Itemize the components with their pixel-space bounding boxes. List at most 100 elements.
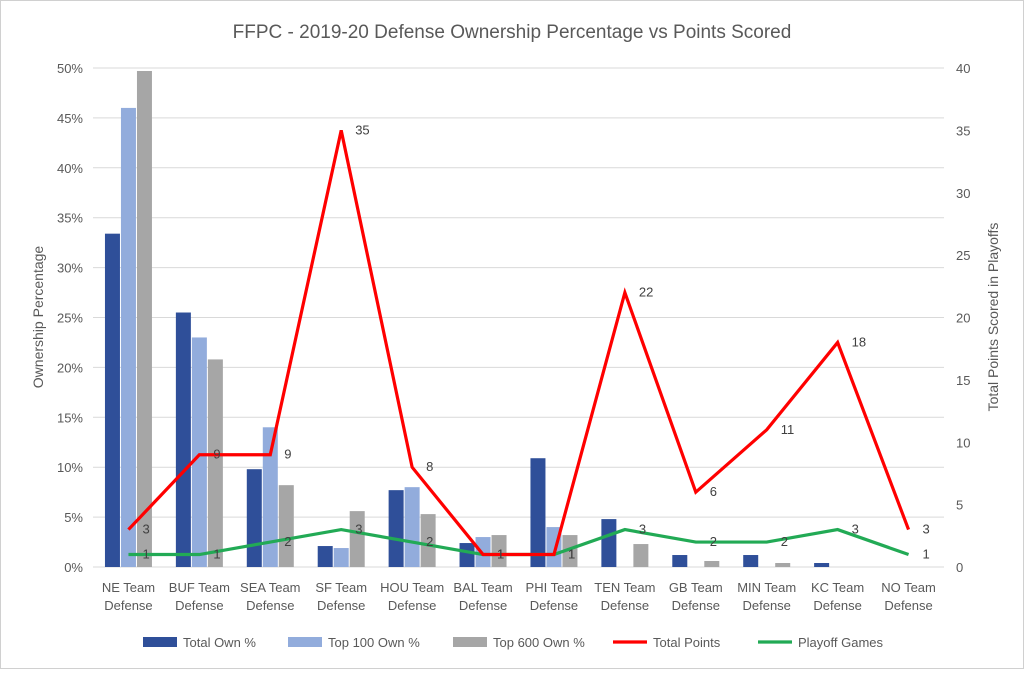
- bar: [775, 563, 791, 567]
- bar: [207, 359, 223, 567]
- x-tick-label: SEA Team: [240, 580, 300, 595]
- y-tick-label: 45%: [57, 111, 83, 126]
- data-label: 1: [142, 547, 149, 562]
- y2-tick-label: 25: [956, 248, 970, 263]
- data-label: 8: [426, 459, 433, 474]
- y-tick-label: 15%: [57, 410, 83, 425]
- bar: [459, 543, 475, 567]
- bar: [672, 555, 688, 567]
- bar: [562, 535, 578, 567]
- y2-tick-label: 20: [956, 311, 970, 326]
- y2-tick-label: 0: [956, 560, 963, 575]
- data-label: 1: [923, 547, 930, 562]
- bar: [136, 70, 152, 567]
- bar: [633, 544, 649, 567]
- x-tick-label: Defense: [884, 598, 932, 613]
- y2-tick-label: 40: [956, 61, 970, 76]
- x-tick-label: Defense: [104, 598, 152, 613]
- y-tick-label: 5%: [64, 510, 83, 525]
- data-label: 2: [710, 534, 717, 549]
- y2-tick-label: 30: [956, 186, 970, 201]
- bar: [420, 514, 436, 567]
- data-label: 35: [355, 122, 369, 137]
- y-tick-label: 50%: [57, 61, 83, 76]
- x-tick-label: Defense: [813, 598, 861, 613]
- bar: [333, 548, 349, 567]
- x-tick-label: Defense: [459, 598, 507, 613]
- x-tick-label: BUF Team: [169, 580, 230, 595]
- data-label: 1: [213, 547, 220, 562]
- data-label: 18: [852, 334, 866, 349]
- x-tick-label: BAL Team: [453, 580, 512, 595]
- x-tick-label: Defense: [672, 598, 720, 613]
- bar: [317, 546, 333, 567]
- y-tick-label: 20%: [57, 360, 83, 375]
- bar: [175, 312, 191, 567]
- bar: [246, 469, 262, 567]
- bar: [814, 563, 830, 567]
- legend: Total Own % Top 100 Own % Top 600 Own % Tot…: [143, 635, 884, 650]
- data-label: 2: [284, 534, 291, 549]
- data-label: 6: [710, 484, 717, 499]
- y2-tick-label: 10: [956, 435, 970, 450]
- data-label: 1: [497, 547, 504, 562]
- data-label: 2: [426, 534, 433, 549]
- bar: [404, 487, 420, 567]
- data-label: 1: [568, 547, 575, 562]
- data-label: 9: [213, 447, 220, 462]
- bar: [601, 519, 617, 567]
- data-label: 3: [142, 522, 149, 537]
- data-label: 1: [568, 547, 575, 562]
- legend-swatch: [288, 637, 322, 647]
- x-tick-label: Defense: [246, 598, 294, 613]
- bar: [120, 107, 136, 568]
- x-tick-label: Defense: [175, 598, 223, 613]
- y-axis-title: Ownership Percentage: [30, 246, 46, 389]
- bar: [388, 490, 404, 567]
- series-line: [128, 527, 910, 557]
- data-label: 2: [781, 534, 788, 549]
- data-label: 22: [639, 285, 653, 300]
- y2-tick-label: 15: [956, 373, 970, 388]
- x-tick-label: Defense: [601, 598, 649, 613]
- data-label: 3: [639, 522, 646, 537]
- data-label: 1: [497, 547, 504, 562]
- bar: [278, 485, 294, 567]
- data-label: 3: [923, 522, 930, 537]
- legend-label: Top 600 Own %: [493, 635, 585, 650]
- y2-axis-title: Total Points Scored in Playoffs: [985, 223, 1001, 412]
- bar: [530, 458, 546, 567]
- x-tick-label: Defense: [388, 598, 436, 613]
- lines-group: [127, 130, 911, 557]
- y-tick-label: 35%: [57, 211, 83, 226]
- x-tick-label: NO Team: [881, 580, 936, 595]
- series-line: [127, 130, 911, 557]
- data-label: 9: [284, 447, 291, 462]
- x-tick-label: Defense: [530, 598, 578, 613]
- x-tick-label: PHI Team: [526, 580, 583, 595]
- legend-swatch: [453, 637, 487, 647]
- x-tick-label: Defense: [742, 598, 790, 613]
- x-tick-label: NE Team: [102, 580, 155, 595]
- legend-label: Total Points: [653, 635, 721, 650]
- data-label: 3: [852, 522, 859, 537]
- legend-swatch: [143, 637, 177, 647]
- data-label: 3: [355, 522, 362, 537]
- y-tick-label: 10%: [57, 460, 83, 475]
- legend-label: Total Own %: [183, 635, 256, 650]
- bar: [191, 337, 207, 567]
- bar: [349, 511, 365, 567]
- chart-title: FFPC - 2019-20 Defense Ownership Percent…: [233, 22, 792, 43]
- x-tick-label: GB Team: [669, 580, 723, 595]
- x-tick-label: KC Team: [811, 580, 864, 595]
- x-tick-label: Defense: [317, 598, 365, 613]
- y2-tick-label: 35: [956, 123, 970, 138]
- bar: [262, 427, 278, 567]
- axes-group: 0% 5% 10% 15% 20% 25% 30% 35% 40% 45% 50% 0 5 10 15 20 2…: [57, 61, 971, 613]
- data-label: 11: [781, 422, 795, 437]
- y-tick-label: 0%: [64, 560, 83, 575]
- x-tick-label: MIN Team: [737, 580, 796, 595]
